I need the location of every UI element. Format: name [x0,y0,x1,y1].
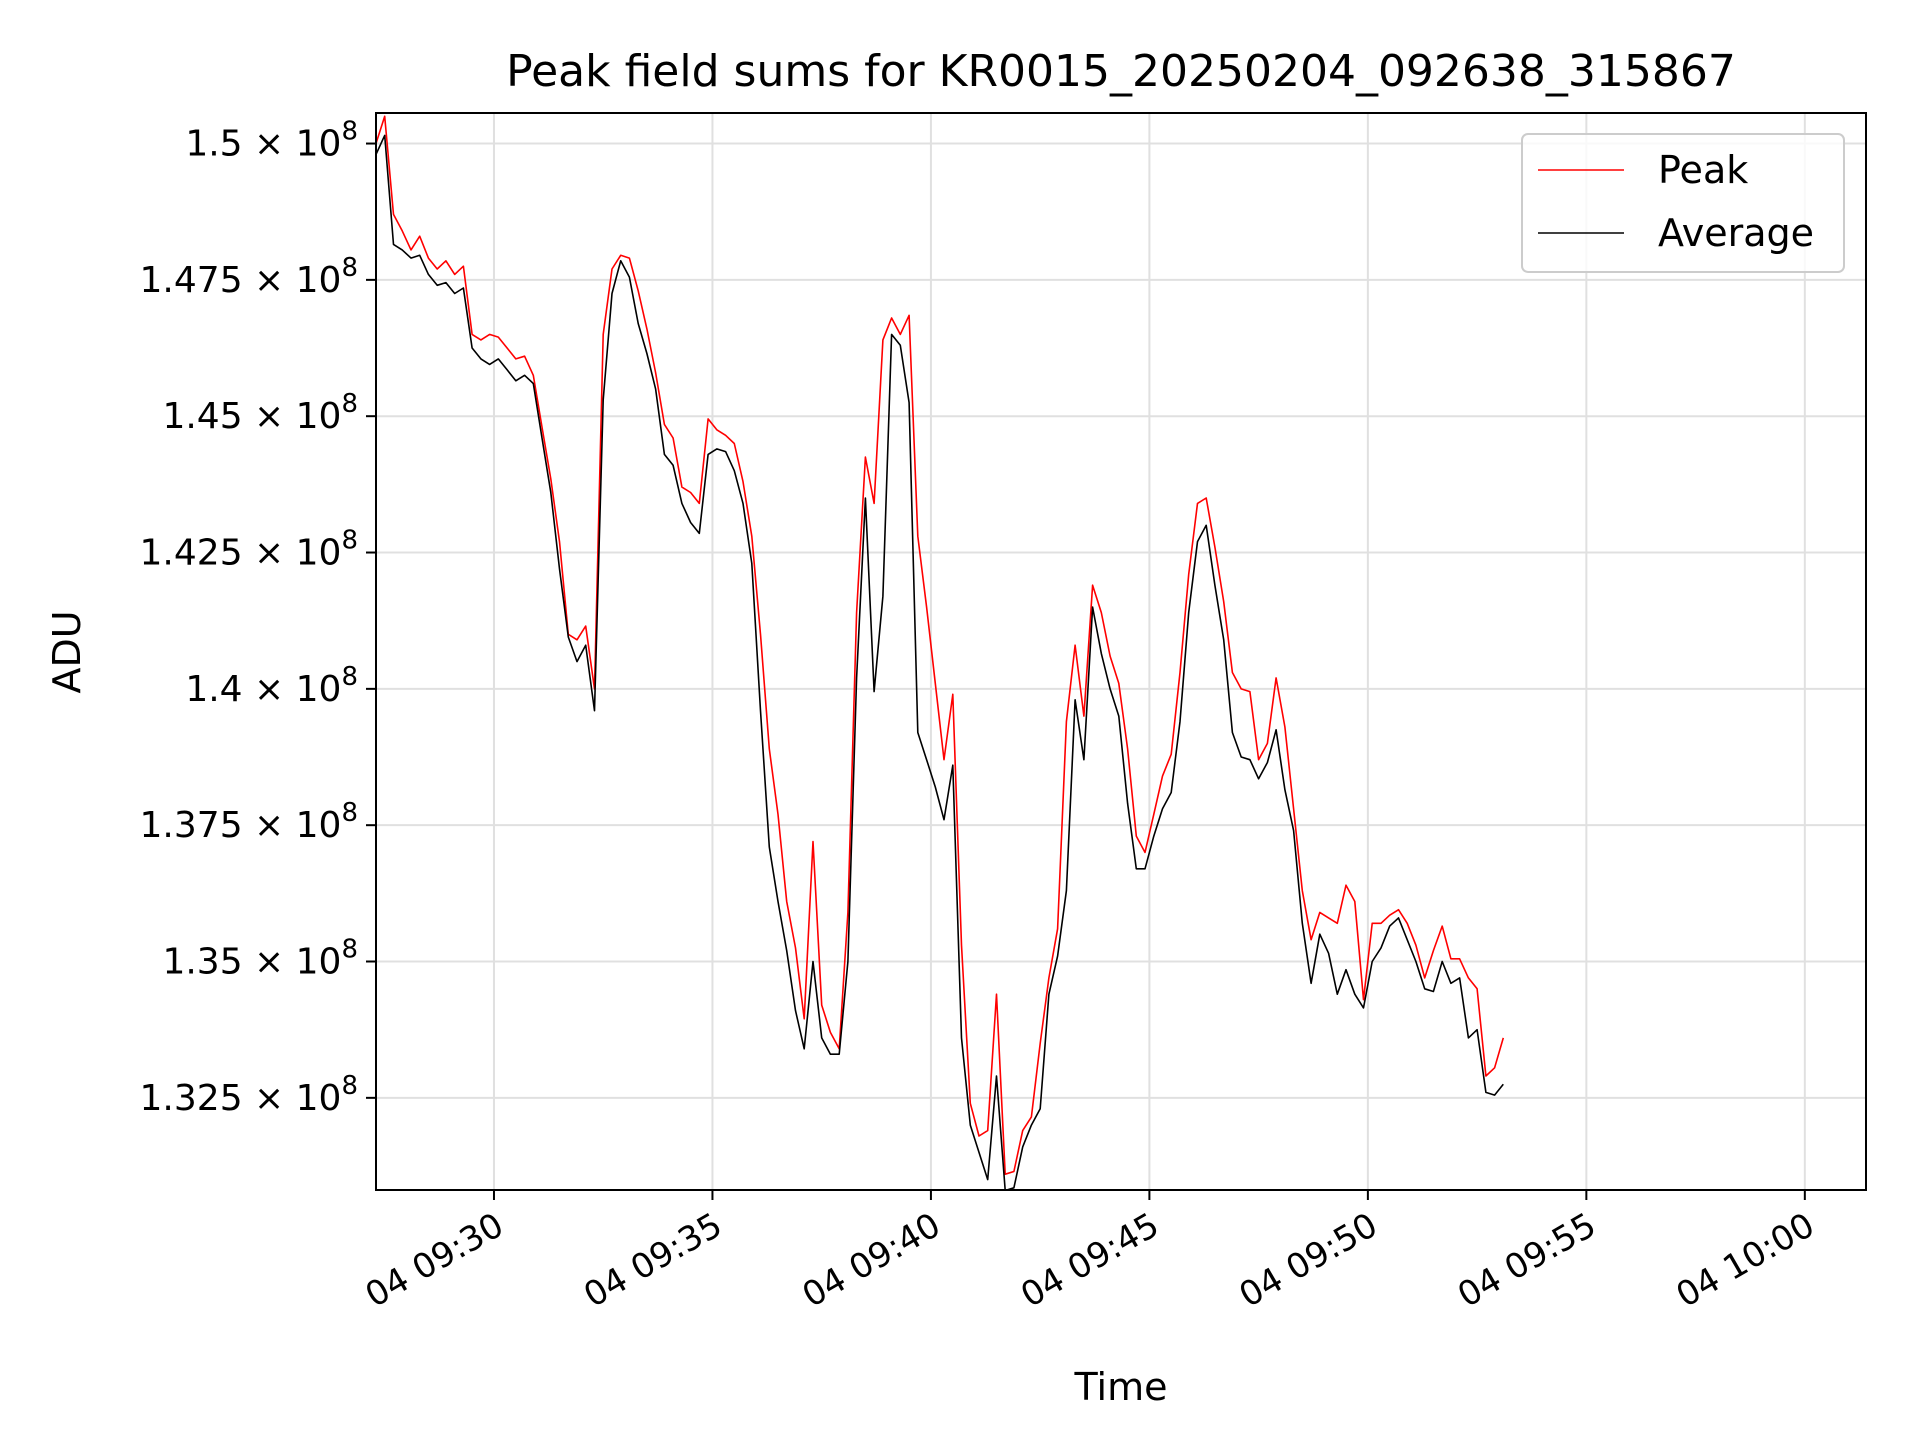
y-tick-label: 1.425 × 108 [140,526,358,574]
legend: Peak Average [1521,133,1845,273]
plot-area [376,115,1505,1190]
series-line-peak [376,115,1505,1175]
series-line-average [376,134,1504,1190]
y-tick-label: 1.45 × 108 [162,389,358,437]
y-axis-label: ADU [45,610,89,693]
y-tick-label: 1.4 × 108 [185,662,358,710]
plot-frame [375,112,1867,1191]
legend-label-peak: Peak [1658,148,1748,192]
y-tick-label: 1.325 × 108 [140,1071,358,1119]
y-tick-label: 1.5 × 108 [185,117,358,165]
y-tick-label: 1.375 × 108 [140,798,358,846]
y-tick-label: 1.475 × 108 [140,253,358,301]
y-axis: 1.5 × 108 1.475 × 108 1.45 × 108 1.425 × 10… [140,117,376,1119]
legend-label-average: Average [1658,211,1814,255]
y-tick-label: 1.35 × 108 [162,935,358,983]
x-axis-label: Time [1074,1365,1168,1409]
legend-box [1521,133,1845,273]
gridlines [376,113,1866,1190]
chart-title: Peak field sums for KR0015_20250204_0926… [506,46,1736,97]
